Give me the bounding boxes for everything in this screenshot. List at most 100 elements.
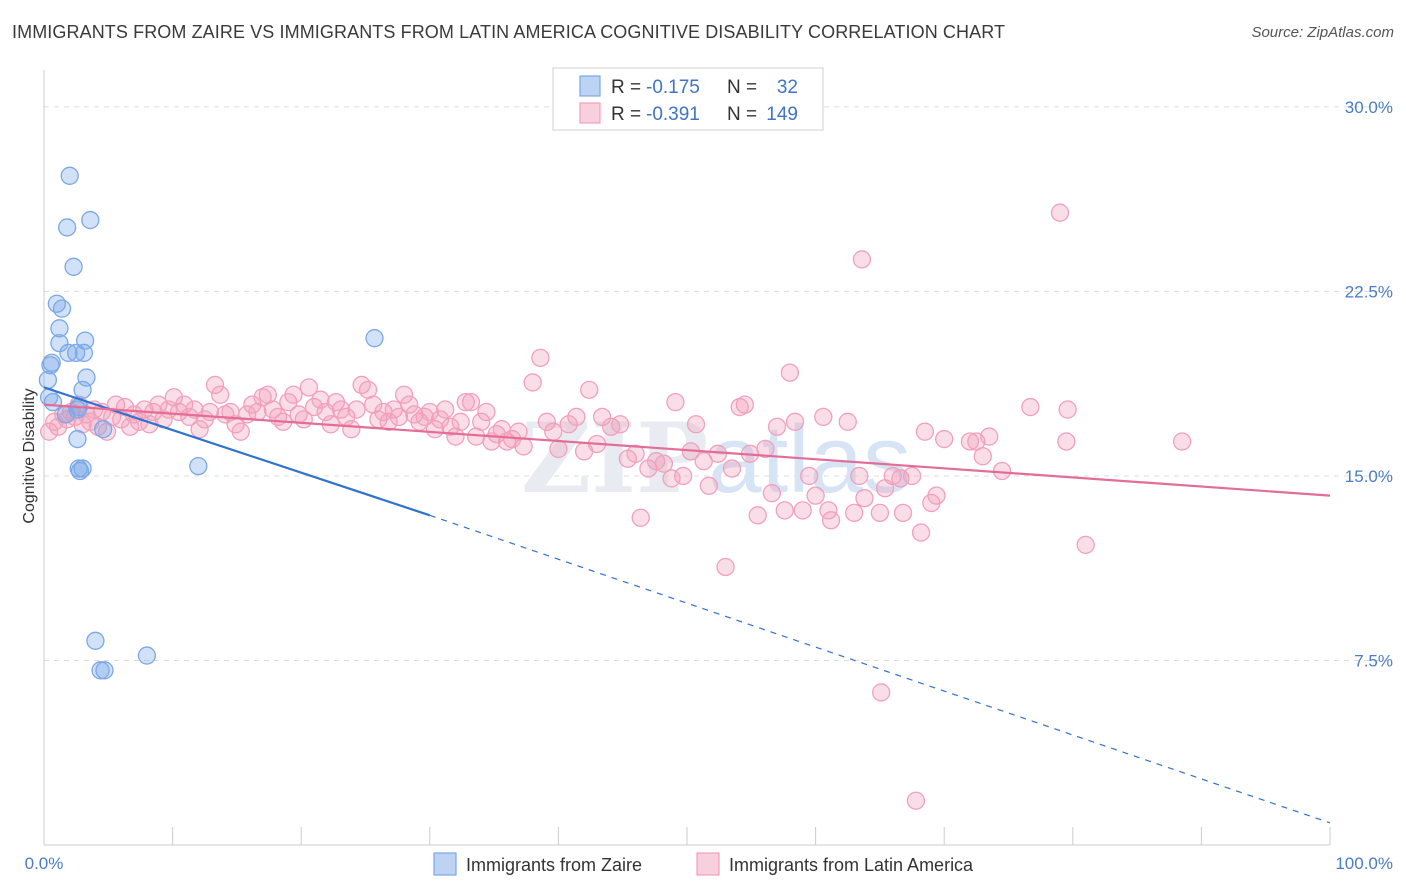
zaire-point-14 [67, 343, 86, 363]
latin-america-point-168 [906, 791, 926, 810]
zaire-point-18 [68, 429, 87, 449]
latin-america-point-37 [211, 385, 230, 404]
zaire-point-4 [43, 392, 63, 412]
latin-america-point-136 [800, 466, 819, 486]
latin-america-point-100 [549, 439, 568, 459]
zaire-point-31 [189, 456, 208, 476]
legend-r-value-0: -0.175 [646, 77, 700, 98]
zaire-point-32 [365, 329, 384, 348]
latin-america-point-143 [850, 466, 869, 486]
latin-america-point-128 [748, 506, 767, 525]
zaire-point-27 [91, 661, 110, 680]
latin-america-point-71 [389, 407, 409, 427]
latin-america-point-104 [580, 380, 599, 399]
latin-america-trend-line [43, 403, 1331, 497]
latin-america-point-99 [544, 422, 563, 441]
zaire-point-21 [73, 459, 92, 478]
latin-america-point-159 [973, 447, 992, 466]
latin-america-point-142 [845, 503, 864, 523]
bottom-legend: Immigrants from Zaire Immigrants from Lat… [433, 852, 974, 876]
latin-america-point-121 [699, 476, 719, 495]
latin-america-point-87 [472, 412, 491, 431]
y-tick-label-3: 30.0% [1345, 98, 1393, 117]
bottom-legend-label-0: Immigrants from Zaire [466, 855, 642, 875]
latin-america-point-116 [666, 392, 685, 412]
zaire-point-13 [64, 257, 83, 276]
latin-america-point-54 [299, 378, 319, 397]
latin-america-point-123 [716, 557, 735, 577]
latin-america-point-150 [893, 503, 913, 523]
latin-america-point-130 [762, 484, 782, 503]
latin-america-point-114 [654, 454, 674, 473]
latin-america-point-166 [1076, 535, 1095, 554]
latin-america-point-141 [838, 412, 857, 431]
latin-america-point-164 [1057, 432, 1076, 451]
zaire-point-12 [60, 166, 79, 185]
y-tick-label-0: 7.5% [1354, 651, 1393, 670]
bottom-legend-label-1: Immigrants from Latin America [729, 855, 974, 875]
bottom-legend-swatch-0 [433, 852, 457, 876]
latin-america-point-135 [793, 501, 812, 520]
latin-america-point-111 [631, 508, 650, 527]
latin-america-point-129 [756, 439, 775, 459]
legend-n-value-1: 149 [766, 104, 798, 125]
zaire-trend-extension [429, 514, 1331, 824]
zaire-point-7 [52, 299, 72, 318]
chart-source: Source: ZipAtlas.com [1251, 24, 1394, 41]
zaire-point-17 [68, 400, 87, 419]
latin-america-point-140 [819, 501, 838, 520]
latin-america-point-165 [1058, 400, 1077, 419]
latin-america-point-95 [514, 437, 533, 456]
latin-america-point-51 [284, 385, 303, 404]
latin-america-point-167 [872, 683, 891, 702]
latin-america-point-33 [190, 420, 209, 439]
latin-america-point-117 [673, 466, 693, 486]
zaire-point-11 [57, 218, 77, 237]
latin-america-point-96 [523, 373, 542, 392]
y-tick-label-1: 15.0% [1345, 467, 1393, 486]
zaire-point-25 [81, 210, 100, 230]
x-tick-label-0: 0.0% [25, 854, 64, 873]
y-tick-label-2: 22.5% [1345, 282, 1393, 301]
latin-america-point-132 [775, 501, 794, 520]
latin-america-point-155 [927, 486, 946, 505]
latin-america-point-55 [304, 397, 324, 417]
y-axis-title: Cognitive Disability [21, 388, 38, 523]
latin-america-point-138 [814, 407, 833, 427]
latin-america-point-72 [394, 385, 414, 404]
x-tick-label-1: 100.0% [1335, 854, 1393, 873]
latin-america-point-151 [902, 466, 922, 486]
latin-america-point-133 [780, 363, 800, 382]
latin-america-point-35 [200, 402, 220, 422]
zaire-point-6 [50, 319, 69, 338]
grid-lines [44, 106, 1392, 661]
latin-america-point-110 [626, 444, 645, 463]
zaire-point-30 [137, 646, 157, 665]
y-tick-labels: 7.5% 15.0% 22.5% 30.0% [1345, 98, 1393, 671]
latin-america-point-83 [451, 412, 470, 431]
latin-america-point-145 [852, 250, 872, 269]
legend-swatch-1 [579, 102, 601, 124]
latin-america-point-84 [456, 392, 475, 412]
latin-america-point-101 [559, 415, 578, 434]
zaire-point-23 [76, 331, 95, 350]
bottom-legend-swatch-1 [696, 852, 720, 876]
zaire-point-0 [38, 370, 58, 390]
latin-america-point-163 [1050, 203, 1070, 222]
latin-america-point-41 [231, 422, 250, 441]
latin-america-point-146 [870, 503, 890, 523]
latin-america-point-124 [722, 459, 742, 478]
latin-america-point-97 [531, 348, 550, 368]
latin-america-point-81 [441, 417, 460, 436]
series-zaire-points [38, 166, 384, 680]
chart-title: IMMIGRANTS FROM ZAIRE VS IMMIGRANTS FROM… [12, 22, 1006, 42]
axes [43, 70, 1331, 846]
zaire-point-28 [95, 661, 114, 680]
latin-america-point-126 [735, 395, 755, 414]
latin-america-point-62 [342, 420, 361, 439]
latin-america-point-36 [205, 375, 225, 395]
correlation-legend: R = -0.175 N = 32 R = -0.391 N = 149 [552, 67, 824, 131]
latin-america-point-73 [400, 395, 419, 414]
latin-america-point-85 [461, 392, 481, 412]
latin-america-point-76 [415, 407, 434, 427]
